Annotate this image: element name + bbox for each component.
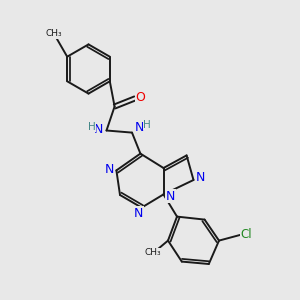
Text: N: N xyxy=(135,121,145,134)
Text: N: N xyxy=(196,171,206,184)
Text: CH₃: CH₃ xyxy=(45,29,62,38)
Text: CH₃: CH₃ xyxy=(145,248,161,257)
Text: N: N xyxy=(134,207,143,220)
Text: H: H xyxy=(88,122,95,132)
Text: H: H xyxy=(143,120,151,130)
Text: Cl: Cl xyxy=(240,228,252,241)
Text: N: N xyxy=(94,123,104,136)
Text: N: N xyxy=(105,163,115,176)
Text: N: N xyxy=(166,190,175,203)
Text: O: O xyxy=(136,91,145,104)
